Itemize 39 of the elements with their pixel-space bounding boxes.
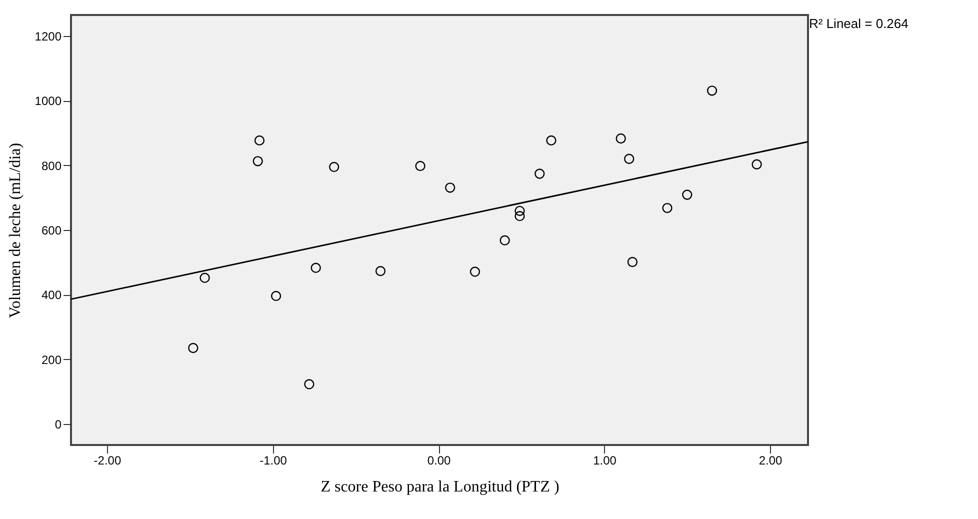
- point: [188, 342, 198, 354]
- point: [514, 211, 525, 222]
- y-tick-label: 200: [41, 352, 62, 367]
- point: [470, 266, 480, 277]
- text: R² Lineal = 0.264: [809, 16, 908, 31]
- y-tick-label: 1200: [34, 30, 62, 44]
- point: [752, 159, 762, 170]
- x-tick-label: 0.00: [427, 454, 452, 468]
- point: [415, 160, 426, 172]
- x-tick-label: -2.00: [94, 454, 122, 468]
- point: [252, 156, 263, 166]
- y-tick-label: 600: [41, 224, 62, 238]
- x-tick-label: 1.00: [593, 454, 617, 468]
- y-tick-label: 800: [41, 158, 62, 173]
- point: [200, 272, 210, 283]
- point: [500, 235, 510, 246]
- point: [706, 86, 718, 96]
- y-tick-label: 400: [41, 288, 62, 302]
- y-tick-label: 1000: [34, 94, 62, 108]
- point: [329, 162, 340, 172]
- point: [662, 202, 672, 214]
- y-tick-label: 0: [54, 417, 62, 432]
- point: [624, 154, 634, 164]
- point: [254, 135, 265, 146]
- point: [682, 190, 692, 200]
- point: [375, 266, 386, 276]
- x-axis-title: Z score Peso para la Longitud (PTZ ): [320, 478, 560, 496]
- point: [546, 135, 556, 146]
- point: [270, 290, 282, 302]
- point: [304, 379, 314, 390]
- point: [445, 182, 456, 193]
- point: [310, 262, 321, 273]
- point: [534, 168, 545, 179]
- point: [616, 133, 626, 144]
- x-tick-label: -1.00: [260, 454, 288, 468]
- y-axis-title: Volumen de leche (mL/dia): [6, 142, 24, 318]
- point: [514, 206, 525, 216]
- x-tick-label: 2.00: [758, 454, 783, 468]
- point: [627, 256, 638, 268]
